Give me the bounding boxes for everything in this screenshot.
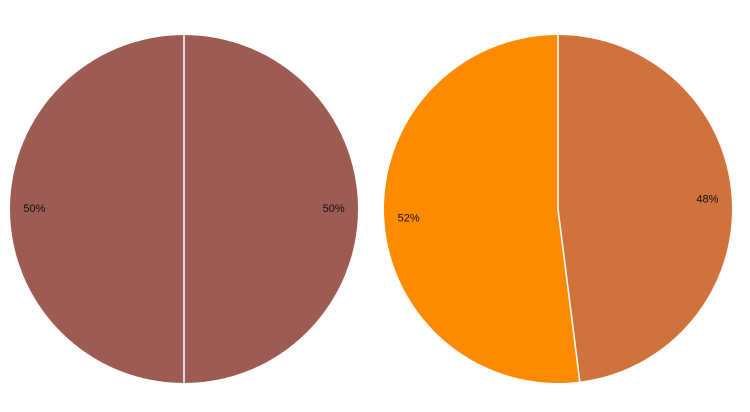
pie-0-slice-0-label: 50%: [323, 203, 345, 215]
pie-0-slice-1: [10, 35, 184, 383]
pie-1-slice-1-label: 52%: [398, 212, 420, 224]
pie-1-slice-0: [558, 35, 733, 382]
pie-chart-right: 48% 52%: [384, 35, 733, 383]
pie-0-slice-0: [184, 35, 358, 383]
pie-0-slice-1-label: 50%: [23, 203, 45, 215]
pie-1-slice-1: [384, 35, 580, 383]
pie-chart-left: 50% 50%: [10, 35, 358, 383]
pie-1-slice-0-label: 48%: [696, 194, 718, 206]
pie-1-separator-1: [557, 208, 581, 382]
